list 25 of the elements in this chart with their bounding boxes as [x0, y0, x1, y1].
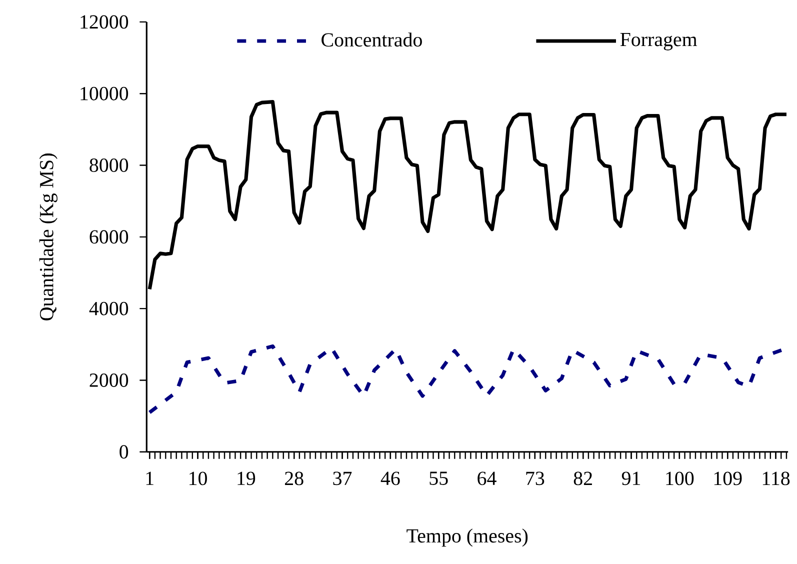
y-tick-label: 10000 — [80, 87, 128, 101]
y-tick-label: 4000 — [89, 302, 128, 316]
y-tick-label: 8000 — [90, 158, 128, 172]
x-tick-label: 100 — [666, 472, 694, 486]
x-tick-label: 10 — [190, 472, 207, 486]
y-tick-label: 2000 — [90, 374, 128, 388]
x-tick-label: 19 — [238, 472, 256, 486]
x-tick-label: 1 — [146, 472, 154, 486]
x-tick-label: 64 — [478, 472, 496, 486]
x-tick-label: 28 — [284, 472, 304, 486]
x-tick-label: 118 — [762, 472, 790, 486]
x-tick-label: 109 — [714, 472, 742, 486]
y-tick-label: 6000 — [90, 230, 128, 244]
legend-label: Concentrado — [322, 32, 422, 47]
x-tick-label: 73 — [526, 472, 544, 486]
x-tick-label: 46 — [380, 472, 400, 486]
x-tick-label: 91 — [622, 472, 640, 486]
x-tick-label: 37 — [333, 472, 352, 486]
y-tick-label: 0 — [120, 445, 128, 459]
x-axis-title: Tempo (meses) — [406, 528, 528, 547]
legend-label: Forragem — [620, 33, 698, 51]
x-tick-label: 82 — [574, 472, 592, 486]
y-tick-label: 12000 — [80, 15, 128, 29]
x-tick-label: 55 — [430, 472, 448, 486]
y-axis-title: Quantidade (Kg MS) — [39, 154, 58, 321]
